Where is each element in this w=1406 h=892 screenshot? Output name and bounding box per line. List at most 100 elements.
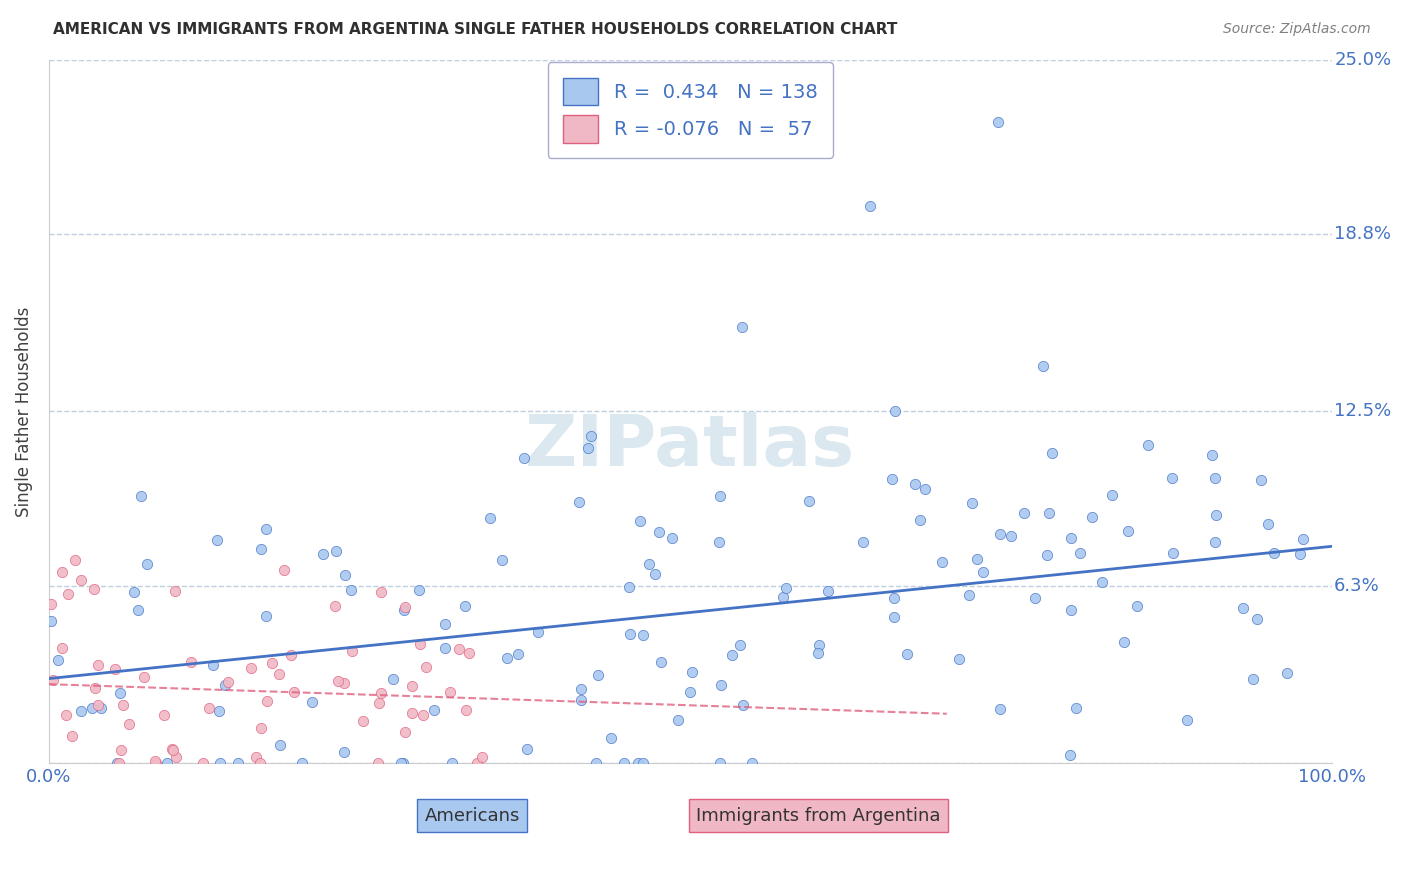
- Point: [679, 684, 702, 698]
- Point: [39, 614, 62, 628]
- Point: [631, 756, 654, 770]
- Point: [1126, 599, 1149, 614]
- Point: [709, 488, 731, 502]
- Point: [638, 557, 661, 571]
- Point: [131, 489, 153, 503]
- Point: [1292, 532, 1315, 546]
- Point: [1275, 666, 1298, 681]
- Point: [439, 685, 461, 699]
- Point: [301, 695, 323, 709]
- Point: [145, 756, 167, 770]
- Point: [797, 493, 820, 508]
- Point: [1175, 713, 1198, 727]
- Point: [1250, 473, 1272, 487]
- Point: [728, 638, 751, 652]
- Point: [1069, 546, 1091, 560]
- Point: [817, 583, 839, 598]
- Point: [394, 725, 416, 739]
- Point: [960, 496, 983, 510]
- Point: [118, 717, 141, 731]
- Point: [454, 599, 477, 613]
- Point: [46, 653, 69, 667]
- Point: [931, 555, 953, 569]
- Point: [280, 648, 302, 662]
- Point: [250, 541, 273, 556]
- Point: [852, 535, 875, 549]
- Point: [245, 749, 267, 764]
- Y-axis label: Single Father Households: Single Father Households: [15, 306, 32, 516]
- Point: [908, 513, 931, 527]
- Point: [741, 756, 763, 770]
- Point: [568, 494, 591, 508]
- Point: [273, 563, 295, 577]
- Point: [600, 731, 623, 746]
- Point: [1080, 510, 1102, 524]
- Point: [82, 701, 104, 715]
- Point: [415, 660, 437, 674]
- Point: [214, 678, 236, 692]
- Point: [1263, 546, 1285, 560]
- Point: [576, 441, 599, 455]
- Point: [569, 681, 592, 696]
- Point: [1038, 506, 1060, 520]
- Point: [586, 668, 609, 682]
- Point: [254, 522, 277, 536]
- Point: [127, 603, 149, 617]
- Point: [367, 696, 389, 710]
- Point: [333, 745, 356, 759]
- Point: [325, 544, 347, 558]
- Point: [681, 665, 703, 679]
- Point: [585, 756, 607, 770]
- Point: [205, 533, 228, 547]
- Point: [491, 553, 513, 567]
- Point: [808, 639, 831, 653]
- Point: [86, 658, 108, 673]
- Point: [904, 476, 927, 491]
- Point: [165, 583, 187, 598]
- Point: [160, 741, 183, 756]
- Point: [1116, 524, 1139, 538]
- Point: [283, 685, 305, 699]
- Point: [883, 591, 905, 606]
- Point: [267, 667, 290, 681]
- Point: [180, 655, 202, 669]
- Point: [401, 706, 423, 720]
- Point: [311, 547, 333, 561]
- Point: [254, 608, 277, 623]
- Text: Immigrants from Argentina: Immigrants from Argentina: [696, 806, 941, 825]
- Point: [966, 551, 988, 566]
- Point: [51, 640, 73, 655]
- Point: [1060, 532, 1083, 546]
- Point: [478, 511, 501, 525]
- Point: [957, 588, 980, 602]
- Point: [496, 651, 519, 665]
- Point: [165, 750, 187, 764]
- Point: [122, 585, 145, 599]
- Text: AMERICAN VS IMMIGRANTS FROM ARGENTINA SINGLE FATHER HOUSEHOLDS CORRELATION CHART: AMERICAN VS IMMIGRANTS FROM ARGENTINA SI…: [53, 22, 898, 37]
- Point: [156, 756, 179, 770]
- Point: [859, 199, 882, 213]
- Point: [70, 704, 93, 718]
- Point: [1257, 517, 1279, 532]
- Point: [1112, 634, 1135, 648]
- Point: [401, 679, 423, 693]
- Point: [644, 567, 666, 582]
- Point: [1232, 601, 1254, 615]
- Point: [972, 566, 994, 580]
- Point: [1036, 548, 1059, 562]
- Text: 6.3%: 6.3%: [1334, 577, 1379, 595]
- Point: [249, 756, 271, 770]
- Point: [382, 672, 405, 686]
- Point: [328, 674, 350, 689]
- Point: [526, 625, 548, 640]
- Point: [55, 707, 77, 722]
- Point: [914, 482, 936, 496]
- Point: [423, 703, 446, 717]
- Point: [90, 701, 112, 715]
- Text: Americans: Americans: [425, 806, 520, 825]
- Point: [412, 708, 434, 723]
- Point: [613, 756, 636, 770]
- Point: [83, 582, 105, 596]
- Point: [1137, 438, 1160, 452]
- Point: [1064, 701, 1087, 715]
